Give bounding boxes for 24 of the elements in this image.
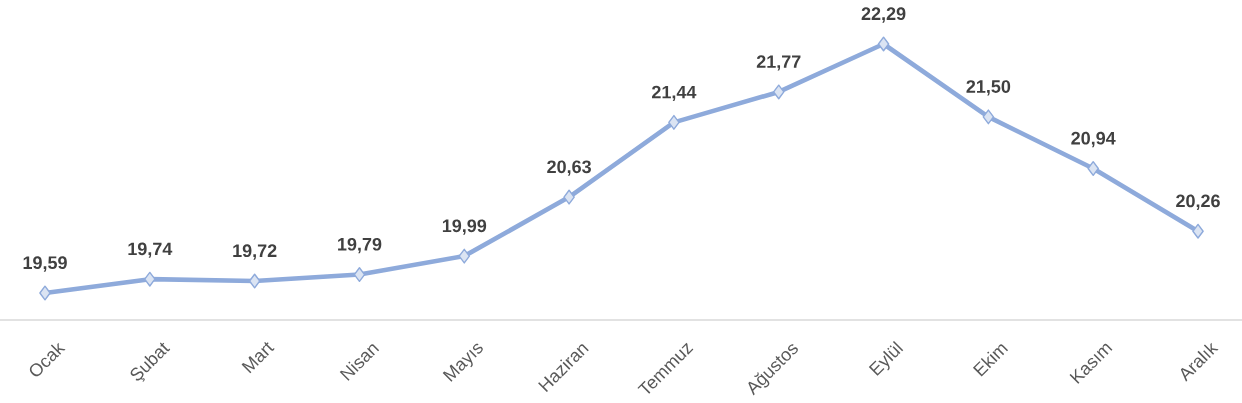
data-label: 19,74 <box>128 242 173 258</box>
point <box>668 114 680 130</box>
point <box>353 267 366 283</box>
data-label: 19,59 <box>23 256 67 272</box>
data-label: 20,63 <box>547 160 591 176</box>
point <box>563 189 575 205</box>
point <box>248 273 261 289</box>
data-label: 21,77 <box>756 55 801 71</box>
point <box>144 271 156 287</box>
point <box>1087 161 1099 176</box>
data-label: 19,99 <box>442 219 487 235</box>
point <box>982 109 995 125</box>
data-label: 21,50 <box>966 80 1011 96</box>
data-label: 20,26 <box>1176 194 1220 210</box>
point <box>1192 223 1204 239</box>
data-label: 21,44 <box>652 85 697 102</box>
point <box>877 36 890 52</box>
data-label: 19,79 <box>338 237 382 254</box>
data-label: 22,29 <box>861 7 906 23</box>
data-label: 19,72 <box>233 244 277 260</box>
point <box>458 248 471 264</box>
point <box>39 285 51 301</box>
data-label: 20,94 <box>1071 131 1116 148</box>
point <box>772 84 785 100</box>
